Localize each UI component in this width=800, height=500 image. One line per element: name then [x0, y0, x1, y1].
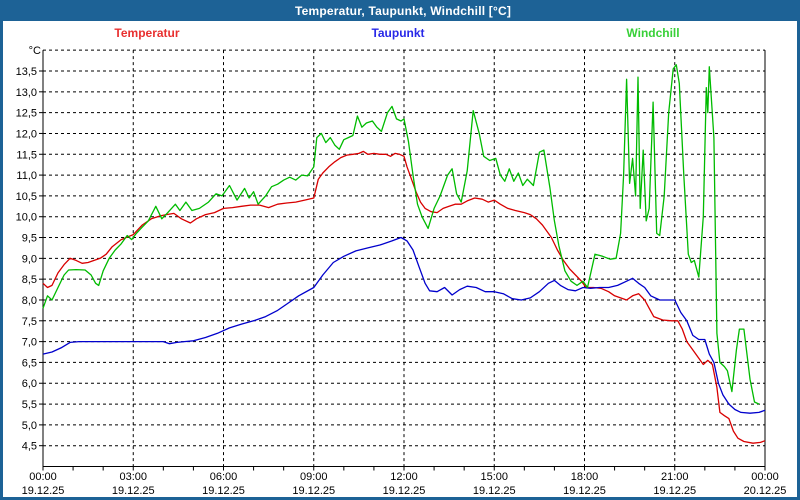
- svg-text:19.12.25: 19.12.25: [383, 485, 426, 497]
- svg-text:15:00: 15:00: [480, 471, 508, 483]
- window-title: Temperatur, Taupunkt, Windchill [°C]: [294, 3, 512, 18]
- svg-text:7,0: 7,0: [22, 337, 37, 349]
- series-temperatur: [42, 150, 766, 444]
- svg-text:10,5: 10,5: [16, 191, 37, 203]
- legend-item-temperatur: Temperatur: [114, 26, 180, 40]
- series-windchill: [42, 64, 760, 405]
- svg-text:19.12.25: 19.12.25: [292, 485, 335, 497]
- svg-text:13,0: 13,0: [16, 87, 37, 99]
- svg-text:06:00: 06:00: [210, 471, 238, 483]
- svg-text:10,0: 10,0: [16, 212, 37, 224]
- legend-item-windchill: Windchill: [626, 26, 680, 40]
- svg-text:12:00: 12:00: [390, 471, 418, 483]
- svg-text:18:00: 18:00: [571, 471, 599, 483]
- svg-text:00:00: 00:00: [751, 471, 779, 483]
- svg-text:12,0: 12,0: [16, 128, 37, 140]
- svg-text:19.12.25: 19.12.25: [653, 485, 696, 497]
- svg-text:19.12.25: 19.12.25: [22, 485, 65, 497]
- svg-text:03:00: 03:00: [119, 471, 147, 483]
- window-titlebar: Temperatur, Taupunkt, Windchill [°C]: [3, 3, 797, 21]
- svg-text:5,5: 5,5: [22, 399, 37, 411]
- svg-text:9,5: 9,5: [22, 233, 37, 245]
- svg-text:09:00: 09:00: [300, 471, 328, 483]
- chart-canvas: 13,5 13,0 12,5 12,0 11,5 11,0 10,5 10,0 9,5 9,0 8,…: [16, 45, 787, 497]
- svg-text:13,5: 13,5: [16, 66, 37, 78]
- svg-text:20.12.25: 20.12.25: [744, 485, 787, 497]
- svg-text:11,5: 11,5: [16, 149, 37, 161]
- legend-item-taupunkt: Taupunkt: [371, 26, 425, 40]
- svg-text:6,5: 6,5: [22, 357, 37, 369]
- svg-text:00:00: 00:00: [29, 471, 57, 483]
- svg-text:12,5: 12,5: [16, 108, 37, 120]
- series-taupunkt: [42, 236, 766, 414]
- svg-text:9,0: 9,0: [22, 253, 37, 265]
- svg-text:7,5: 7,5: [22, 316, 37, 328]
- svg-text:19.12.25: 19.12.25: [473, 485, 516, 497]
- svg-text:5,0: 5,0: [22, 420, 37, 432]
- svg-text:8,5: 8,5: [22, 274, 37, 286]
- svg-text:19.12.25: 19.12.25: [112, 485, 155, 497]
- svg-text:11,0: 11,0: [16, 170, 37, 182]
- svg-text:6,0: 6,0: [22, 378, 37, 390]
- svg-text:8,0: 8,0: [22, 295, 37, 307]
- svg-text:°C: °C: [29, 45, 41, 57]
- svg-text:19.12.25: 19.12.25: [202, 485, 245, 497]
- svg-text:19.12.25: 19.12.25: [563, 485, 606, 497]
- svg-text:4,5: 4,5: [22, 441, 37, 453]
- svg-text:21:00: 21:00: [661, 471, 689, 483]
